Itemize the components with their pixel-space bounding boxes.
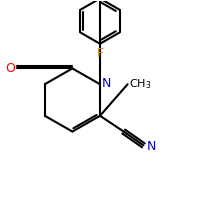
Text: F: F bbox=[96, 47, 104, 60]
Text: O: O bbox=[5, 62, 15, 75]
Text: N: N bbox=[146, 140, 156, 153]
Text: N: N bbox=[102, 77, 111, 90]
Text: CH$_3$: CH$_3$ bbox=[129, 77, 151, 91]
